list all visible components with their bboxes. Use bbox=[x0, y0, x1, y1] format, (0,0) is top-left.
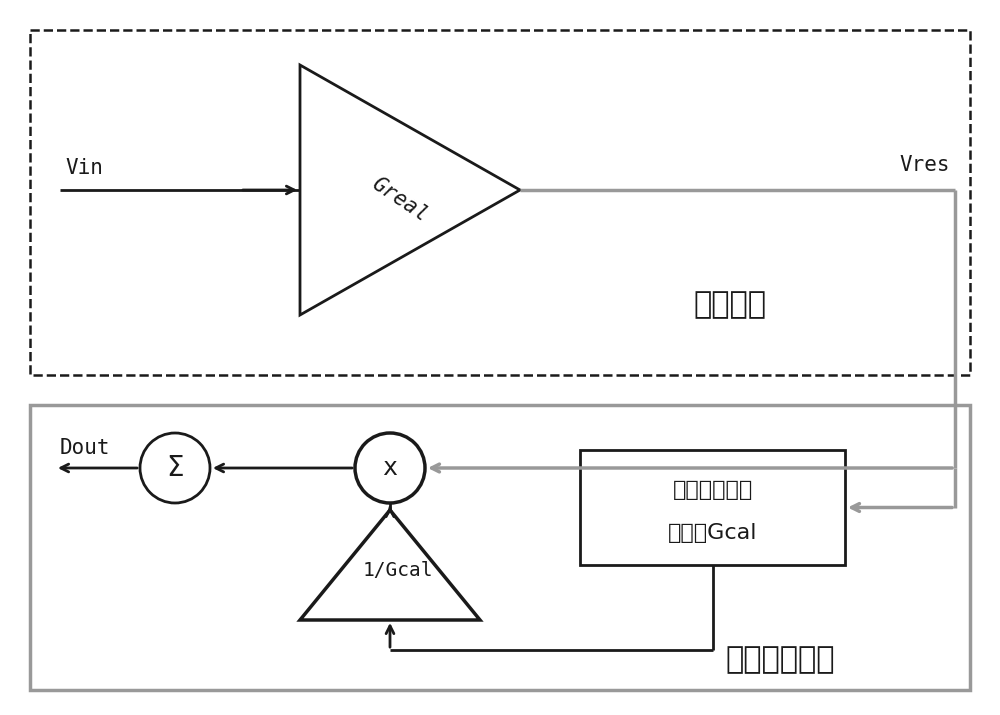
Text: Greal: Greal bbox=[368, 174, 432, 226]
Bar bbox=[580, 450, 845, 565]
Bar bbox=[30, 30, 970, 375]
Text: Dout: Dout bbox=[60, 438, 111, 458]
Text: Σ: Σ bbox=[166, 454, 184, 482]
Text: 数字校准电路: 数字校准电路 bbox=[725, 646, 835, 674]
Text: 模拟电路: 模拟电路 bbox=[694, 290, 767, 320]
Text: 1/Gcal: 1/Gcal bbox=[363, 561, 433, 579]
Text: Vres: Vres bbox=[900, 155, 950, 175]
Text: Vin: Vin bbox=[65, 158, 103, 178]
Text: 校正计算出每: 校正计算出每 bbox=[672, 480, 753, 500]
Bar bbox=[30, 405, 970, 690]
Text: 一级的Gcal: 一级的Gcal bbox=[668, 523, 757, 543]
Text: x: x bbox=[383, 456, 398, 480]
